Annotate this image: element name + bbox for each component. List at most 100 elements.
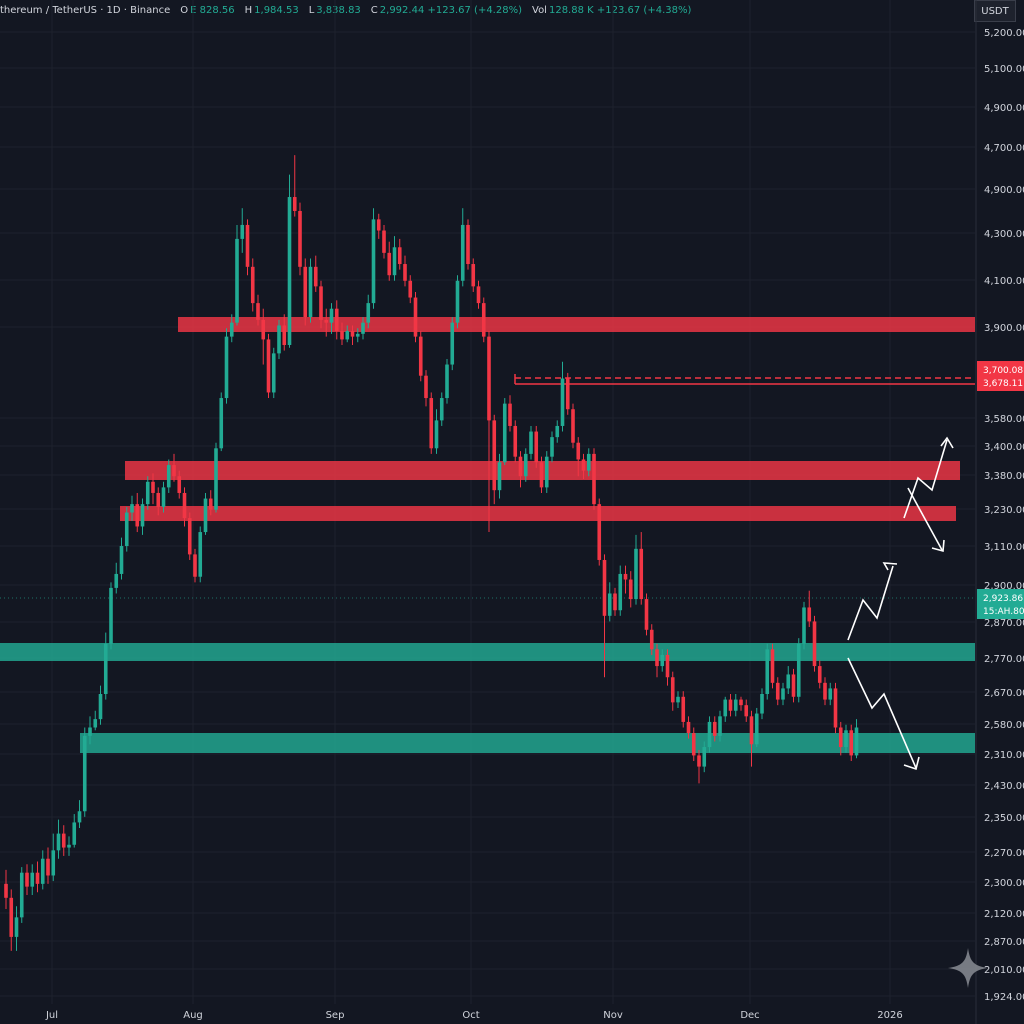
candle xyxy=(665,649,670,686)
candle-body xyxy=(376,219,381,231)
candle-body xyxy=(802,607,806,644)
candle-body xyxy=(697,755,701,767)
candle-body xyxy=(733,699,738,711)
candle-body xyxy=(508,403,512,426)
candle xyxy=(397,238,402,270)
candle xyxy=(676,691,680,708)
candle-body xyxy=(392,247,397,276)
candle xyxy=(781,682,785,706)
candle-body xyxy=(329,308,334,323)
time-axis: Jul Aug Sep Oct Nov Dec 2026 xyxy=(45,1010,903,1021)
arrow-head xyxy=(931,539,945,553)
candle-body xyxy=(791,674,796,697)
candle-body xyxy=(434,420,439,449)
candles xyxy=(4,155,859,951)
candle xyxy=(597,498,602,566)
candle-body xyxy=(161,487,166,507)
candle xyxy=(770,643,775,689)
candle-body xyxy=(266,339,271,393)
x-tick-label: Sep xyxy=(326,1010,345,1021)
y-tick-label: 2,770.00 xyxy=(984,654,1024,665)
candle-body xyxy=(229,322,234,337)
candle xyxy=(460,208,465,287)
candle xyxy=(623,565,628,594)
candle-body xyxy=(88,727,92,736)
candle-body xyxy=(103,643,108,694)
candle-body xyxy=(828,688,833,700)
candle xyxy=(355,328,360,343)
currency-unit-badge[interactable]: USDT xyxy=(974,0,1016,22)
candle xyxy=(187,512,192,560)
candle-body xyxy=(187,518,192,555)
symbol-title[interactable]: thereum / TetherUS · 1D · Binance xyxy=(0,4,171,16)
sparkle-icon xyxy=(948,948,988,988)
candle xyxy=(224,328,229,404)
candle xyxy=(796,638,801,703)
candle xyxy=(807,590,812,627)
candle xyxy=(733,693,738,717)
candle xyxy=(429,392,434,454)
candle-body xyxy=(476,286,481,304)
candle xyxy=(749,710,754,767)
candle-body xyxy=(466,224,470,265)
candle-body xyxy=(46,858,50,876)
candle xyxy=(518,451,523,488)
candle xyxy=(350,325,355,345)
candle xyxy=(156,487,161,516)
candle xyxy=(119,537,124,580)
candle-body xyxy=(786,674,791,689)
candle-body xyxy=(235,238,239,323)
candle xyxy=(292,155,297,217)
candle xyxy=(203,492,208,535)
candle-body xyxy=(429,398,434,449)
candle-body xyxy=(607,593,612,616)
candle xyxy=(93,710,98,731)
candle-body xyxy=(481,303,486,337)
candle-body xyxy=(597,504,602,560)
candle-body xyxy=(670,677,675,703)
candle-body xyxy=(261,319,266,340)
candle-body xyxy=(655,649,659,667)
y-tick-label: 3,400.00 xyxy=(984,442,1024,453)
candle-body xyxy=(613,593,617,611)
candle xyxy=(707,716,712,753)
candle-body xyxy=(518,456,523,477)
candle-body xyxy=(455,280,460,323)
candle-body xyxy=(439,398,444,421)
candle-body xyxy=(35,872,40,884)
candle-body xyxy=(676,696,680,703)
candle-body xyxy=(25,872,29,887)
candle xyxy=(114,562,119,594)
y-tick-label: 5,200.00 xyxy=(984,28,1024,39)
candle-body xyxy=(445,364,449,399)
candle-body xyxy=(681,696,686,722)
candle xyxy=(340,322,344,345)
candle xyxy=(523,448,528,482)
candle-body xyxy=(849,730,854,756)
candle xyxy=(439,392,444,426)
candle xyxy=(298,202,302,276)
candle xyxy=(219,392,224,452)
candle xyxy=(166,459,171,493)
candle-body xyxy=(408,280,413,298)
candle xyxy=(266,333,271,399)
candle xyxy=(502,398,507,466)
candle-body xyxy=(303,266,308,318)
x-tick-label: Nov xyxy=(603,1010,623,1021)
candle xyxy=(833,682,838,734)
candle xyxy=(277,319,281,359)
candle-body xyxy=(492,420,497,491)
candle-body xyxy=(749,716,754,745)
candle-body xyxy=(781,688,785,700)
candle xyxy=(329,303,334,334)
candle-body xyxy=(382,230,386,253)
y-tick-label: 4,900.00 xyxy=(984,185,1024,196)
candle xyxy=(529,425,533,460)
candle-body xyxy=(4,883,8,898)
support-zone xyxy=(0,643,975,661)
open-label: O xyxy=(180,4,189,16)
candle-body xyxy=(686,721,691,734)
candle xyxy=(775,677,780,706)
candle xyxy=(581,453,586,480)
